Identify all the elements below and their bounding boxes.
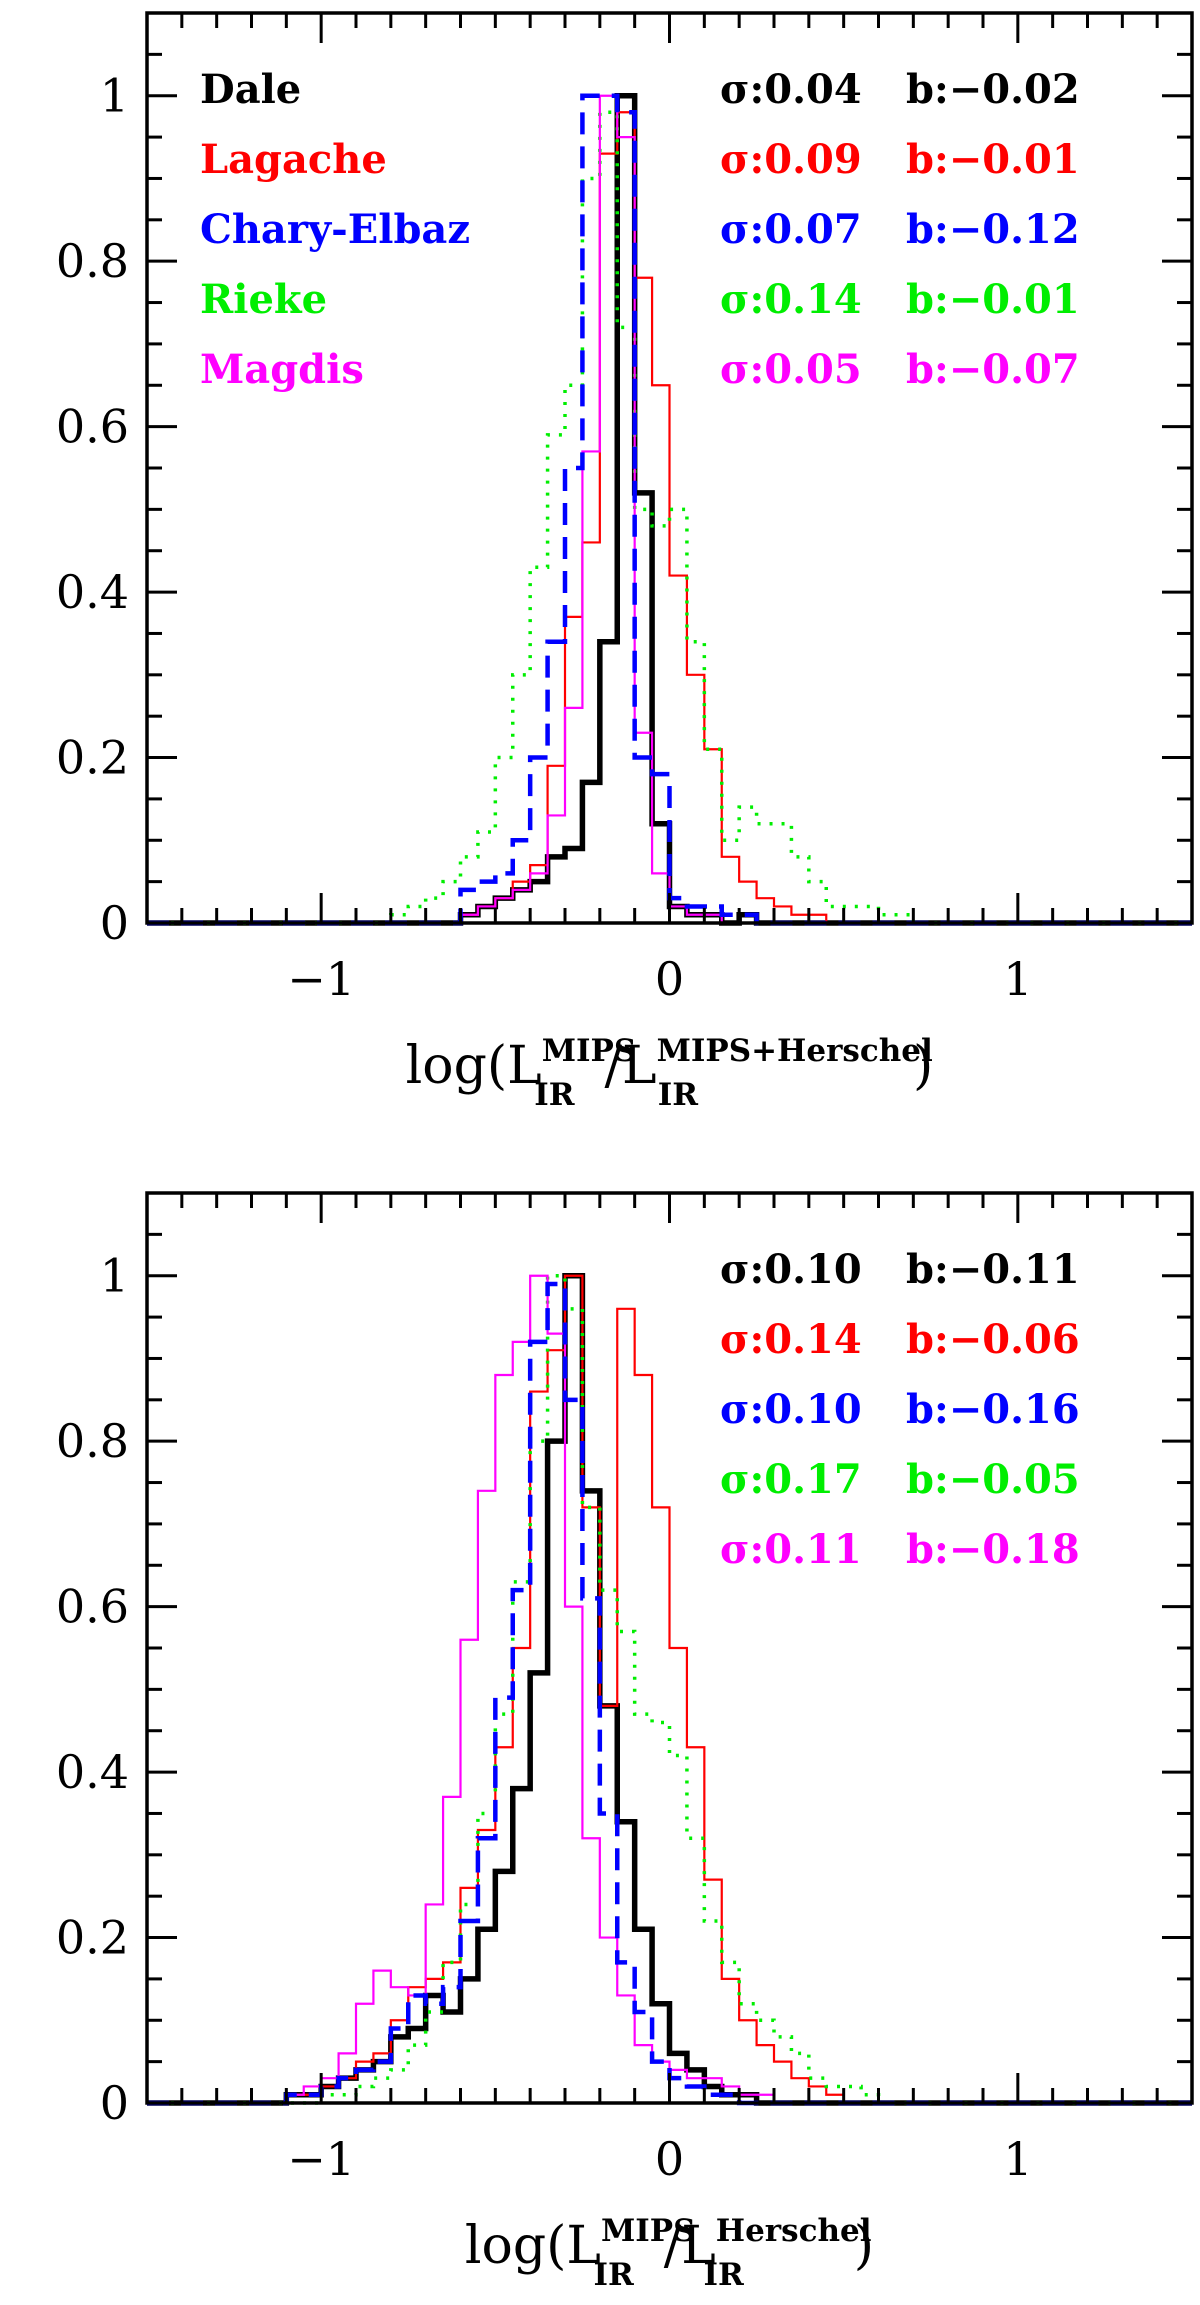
stat-bias: b:−0.07 bbox=[906, 346, 1080, 393]
y-tick-label: 0.6 bbox=[56, 1580, 129, 1634]
stat-sigma: σ:0.10 bbox=[720, 1246, 862, 1293]
stat-bias: b:−0.12 bbox=[906, 206, 1080, 253]
stat-sigma: σ:0.09 bbox=[720, 136, 862, 183]
y-tick-label: 1 bbox=[100, 69, 129, 123]
legend-entry-chary-elbaz: Chary-Elbaz bbox=[200, 206, 470, 253]
stat-bias: b:−0.18 bbox=[906, 1526, 1080, 1573]
stat-bias: b:−0.01 bbox=[906, 276, 1080, 323]
x-axis-label: log(LMIPS IR/LHerschel IR) bbox=[465, 2213, 874, 2293]
stat-sigma: σ:0.05 bbox=[720, 346, 862, 393]
panel-top: −1 0 1 0 0.2 0.4 0.6 0.8 1 Dale Lagache Chary-Elbaz… bbox=[56, 11, 1194, 1113]
stat-bias: b:−0.05 bbox=[906, 1456, 1080, 1503]
series-line-magdis bbox=[147, 94, 1192, 925]
stat-sigma: σ:0.14 bbox=[720, 276, 862, 323]
x-tick-label: 1 bbox=[1003, 2132, 1032, 2186]
stat-sigma: σ:0.14 bbox=[720, 1316, 862, 1363]
series-line-lagache bbox=[147, 1274, 1192, 2105]
series-line-chary-elbaz bbox=[147, 93, 1192, 926]
series-line-chary-elbaz bbox=[147, 1281, 1192, 2106]
legend-entry-lagache: Lagache bbox=[200, 136, 387, 183]
y-tick-label: 1 bbox=[100, 1249, 129, 1303]
series-line-magdis bbox=[147, 1274, 1192, 2105]
y-tick-label: 0 bbox=[100, 2076, 129, 2130]
y-tick-label: 0.6 bbox=[56, 400, 129, 454]
y-tick-label: 0.8 bbox=[56, 1414, 129, 1468]
stat-bias: b:−0.01 bbox=[906, 136, 1080, 183]
x-tick-label: 0 bbox=[655, 952, 684, 1006]
stat-sigma: σ:0.11 bbox=[720, 1526, 862, 1573]
stat-bias: b:−0.06 bbox=[906, 1316, 1080, 1363]
stat-bias: b:−0.02 bbox=[906, 66, 1080, 113]
y-tick-label: 0 bbox=[100, 896, 129, 950]
y-tick-label: 0.2 bbox=[56, 1911, 129, 1965]
x-axis-label: log(LMIPS IR/LMIPS+Herschel IR) bbox=[406, 1033, 934, 1113]
y-tick-label: 0.4 bbox=[56, 1745, 129, 1799]
stat-sigma: σ:0.04 bbox=[720, 66, 862, 113]
stat-sigma: σ:0.10 bbox=[720, 1386, 862, 1433]
panel-bottom: −1 0 1 0 0.2 0.4 0.6 0.8 1 σ:0.10 b:−0.11 σ:0.14 b:−… bbox=[56, 1191, 1194, 2293]
stat-sigma: σ:0.07 bbox=[720, 206, 862, 253]
y-tick-label: 0.4 bbox=[56, 565, 129, 619]
x-tick-label: 0 bbox=[655, 2132, 684, 2186]
legend-entry-rieke: Rieke bbox=[200, 276, 327, 323]
legend-entry-magdis: Magdis bbox=[200, 346, 364, 393]
x-tick-label: −1 bbox=[287, 952, 355, 1006]
stat-sigma: σ:0.17 bbox=[720, 1456, 862, 1503]
legend-entry-dale: Dale bbox=[200, 66, 301, 113]
x-tick-label: −1 bbox=[287, 2132, 355, 2186]
stat-bias: b:−0.11 bbox=[906, 1246, 1080, 1293]
x-tick-label: 1 bbox=[1003, 952, 1032, 1006]
y-tick-label: 0.8 bbox=[56, 234, 129, 288]
y-tick-label: 0.2 bbox=[56, 731, 129, 785]
stat-bias: b:−0.16 bbox=[906, 1386, 1080, 1433]
